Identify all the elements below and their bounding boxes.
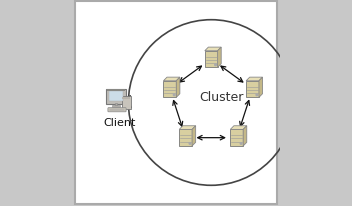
FancyBboxPatch shape xyxy=(106,89,126,104)
Polygon shape xyxy=(259,78,263,98)
FancyBboxPatch shape xyxy=(108,108,126,112)
FancyBboxPatch shape xyxy=(122,97,131,109)
Polygon shape xyxy=(243,126,247,146)
FancyBboxPatch shape xyxy=(109,92,122,102)
FancyBboxPatch shape xyxy=(107,90,125,92)
FancyBboxPatch shape xyxy=(114,104,118,106)
Polygon shape xyxy=(205,48,221,52)
Circle shape xyxy=(174,95,175,96)
Circle shape xyxy=(189,143,191,145)
Polygon shape xyxy=(192,126,196,146)
FancyBboxPatch shape xyxy=(205,52,218,68)
Polygon shape xyxy=(163,78,180,81)
FancyBboxPatch shape xyxy=(179,130,192,146)
Polygon shape xyxy=(179,126,196,130)
Text: Cluster: Cluster xyxy=(199,90,244,103)
Polygon shape xyxy=(230,126,247,130)
FancyBboxPatch shape xyxy=(75,2,277,204)
Polygon shape xyxy=(176,78,180,98)
FancyBboxPatch shape xyxy=(230,130,243,146)
Text: Client: Client xyxy=(103,118,135,128)
FancyBboxPatch shape xyxy=(112,106,120,108)
Circle shape xyxy=(256,95,258,96)
Circle shape xyxy=(215,65,216,66)
FancyBboxPatch shape xyxy=(122,97,130,99)
Polygon shape xyxy=(246,78,263,81)
FancyBboxPatch shape xyxy=(246,81,259,98)
FancyBboxPatch shape xyxy=(163,81,176,98)
Circle shape xyxy=(240,143,242,145)
Polygon shape xyxy=(218,48,221,68)
